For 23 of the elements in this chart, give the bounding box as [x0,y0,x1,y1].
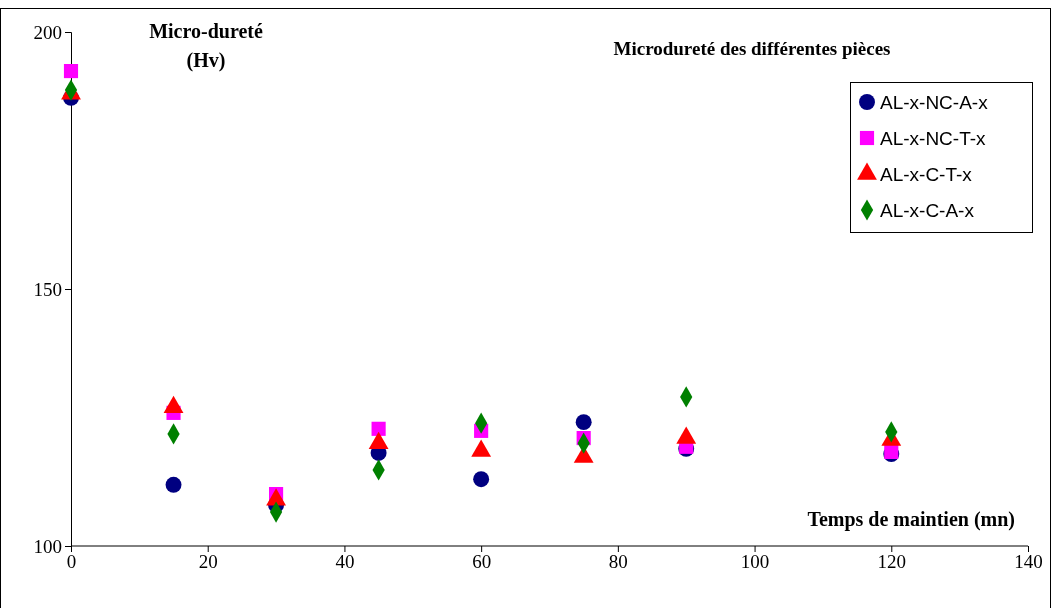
x-axis-title: Temps de maintien (mn) [807,508,1015,531]
chart-title: Microdureté des différentes pièces [613,38,891,59]
x-tick-label: 140 [1014,551,1043,573]
legend-label: AL-x-NC-T-x [880,128,987,149]
x-tick-label: 80 [608,551,628,573]
legend-label: AL-x-C-T-x [880,164,973,185]
point [473,471,490,488]
y-axis-title: Micro-dureté (Hv) [149,20,263,72]
x-tick-label: 100 [740,551,770,573]
y-tick-label: 150 [33,278,62,300]
y-tick-label: 100 [33,535,62,557]
point [165,476,182,493]
point [371,421,386,436]
point [575,414,592,431]
x-tick-label: 120 [877,551,907,573]
legend-label: AL-x-NC-A-x [880,92,989,113]
x-tick-label: 40 [335,551,355,573]
x-tick-label: 60 [472,551,492,573]
y-tick-label: 200 [33,21,62,43]
x-tick-label: 20 [198,551,218,573]
x-tick-label: 0 [66,551,77,573]
legend-label: AL-x-C-A-x [880,200,975,221]
point [63,63,79,79]
